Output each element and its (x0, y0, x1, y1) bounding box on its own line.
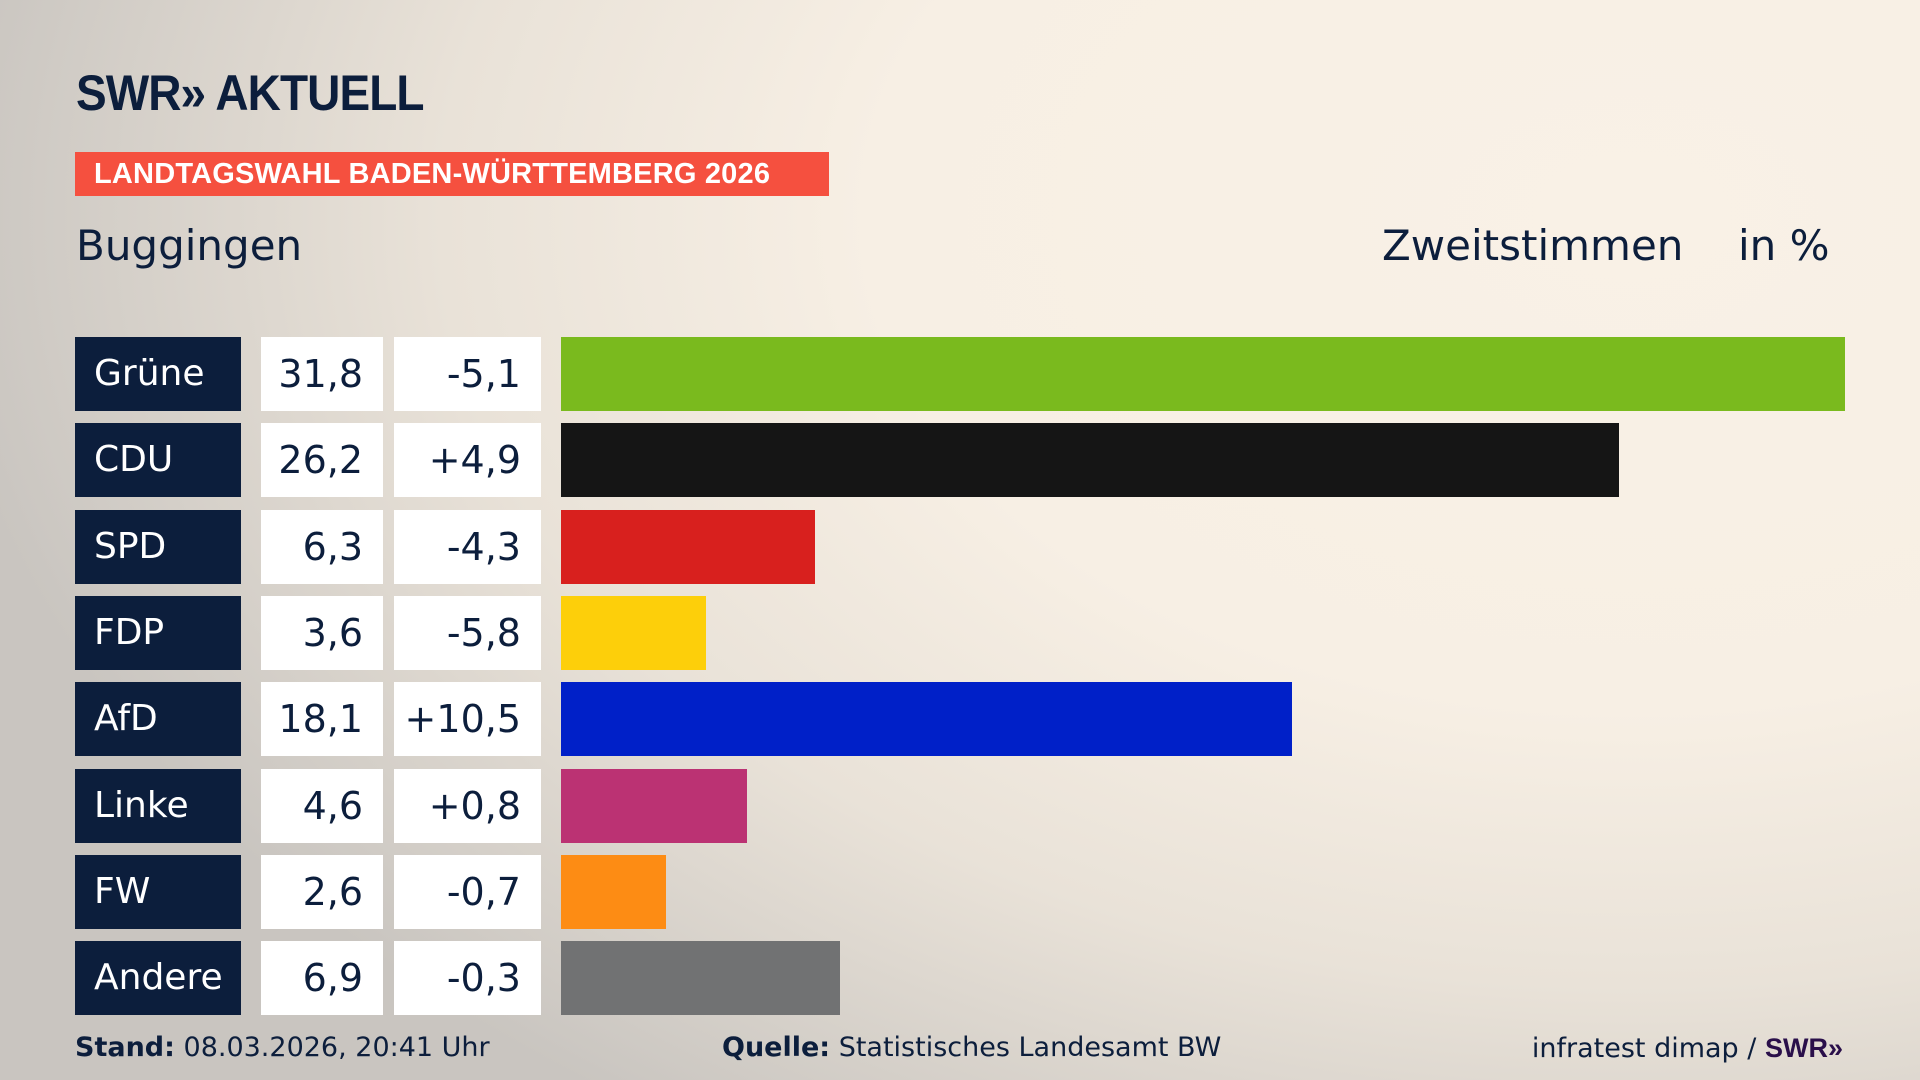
party-label: Andere (75, 941, 241, 1016)
party-row: AfD 18,1 +10,5 (0, 682, 1920, 757)
party-label: CDU (75, 423, 241, 498)
vote-share: 6,3 (261, 509, 383, 584)
bar-afd (561, 682, 1292, 757)
bar-fw (561, 854, 666, 929)
vote-share: 31,8 (261, 337, 383, 411)
swr-small-logo: SWR» (1764, 1033, 1843, 1063)
party-row: Andere 6,9 -0,3 (0, 941, 1920, 1016)
vote-change: -5,1 (394, 337, 541, 411)
party-label: FW (75, 854, 241, 929)
party-row: SPD 6,3 -4,3 (0, 509, 1920, 584)
party-row: Grüne 31,8 -5,1 (0, 337, 1920, 411)
vote-change: -4,3 (394, 509, 541, 584)
party-label: AfD (75, 682, 241, 757)
place-title: Buggingen (76, 221, 303, 270)
stand-value: 08.03.2026, 20:41 Uhr (183, 1032, 490, 1063)
election-banner: LANDTAGSWAHL BADEN-WÜRTTEMBERG 2026 (75, 152, 829, 196)
bar-gruene (561, 337, 1845, 411)
party-row: FW 2,6 -0,7 (0, 854, 1920, 929)
vote-change: +0,8 (394, 768, 541, 843)
party-label: Linke (75, 768, 241, 843)
credit-text: infratest dimap / (1531, 1033, 1757, 1064)
vote-change: -0,3 (394, 941, 541, 1016)
vote-change: -0,7 (394, 854, 541, 929)
vote-change: -5,8 (394, 595, 541, 670)
unit-label: in % (1738, 221, 1830, 270)
party-row: CDU 26,2 +4,9 (0, 423, 1920, 498)
vote-change: +4,9 (394, 423, 541, 498)
vote-share: 6,9 (261, 941, 383, 1016)
party-row: FDP 3,6 -5,8 (0, 595, 1920, 670)
source-label: Quelle: (722, 1032, 831, 1063)
party-label: SPD (75, 509, 241, 584)
credit: infratest dimap / SWR» (1532, 1032, 1843, 1065)
source-value: Statistisches Landesamt BW (838, 1032, 1222, 1063)
swr-aktuell-logo: SWR» AKTUELL (76, 65, 424, 121)
vote-change: +10,5 (394, 682, 541, 757)
bar-fdp (561, 595, 707, 670)
vote-share: 18,1 (261, 682, 383, 757)
party-label: Grüne (75, 337, 241, 411)
vote-share: 26,2 (261, 423, 383, 498)
bar-cdu (561, 423, 1619, 498)
stand-label: Stand: (75, 1032, 175, 1063)
party-label: FDP (75, 595, 241, 670)
party-row: Linke 4,6 +0,8 (0, 768, 1920, 843)
vote-type-label: Zweitstimmen (1382, 221, 1684, 270)
vote-share: 2,6 (261, 854, 383, 929)
source: Quelle: Statistisches Landesamt BW (722, 1032, 1221, 1064)
bar-linke (561, 768, 747, 843)
vote-share: 4,6 (261, 768, 383, 843)
vote-share: 3,6 (261, 595, 383, 670)
bar-andere (561, 941, 840, 1016)
bar-spd (561, 509, 816, 584)
timestamp: Stand: 08.03.2026, 20:41 Uhr (75, 1032, 490, 1064)
